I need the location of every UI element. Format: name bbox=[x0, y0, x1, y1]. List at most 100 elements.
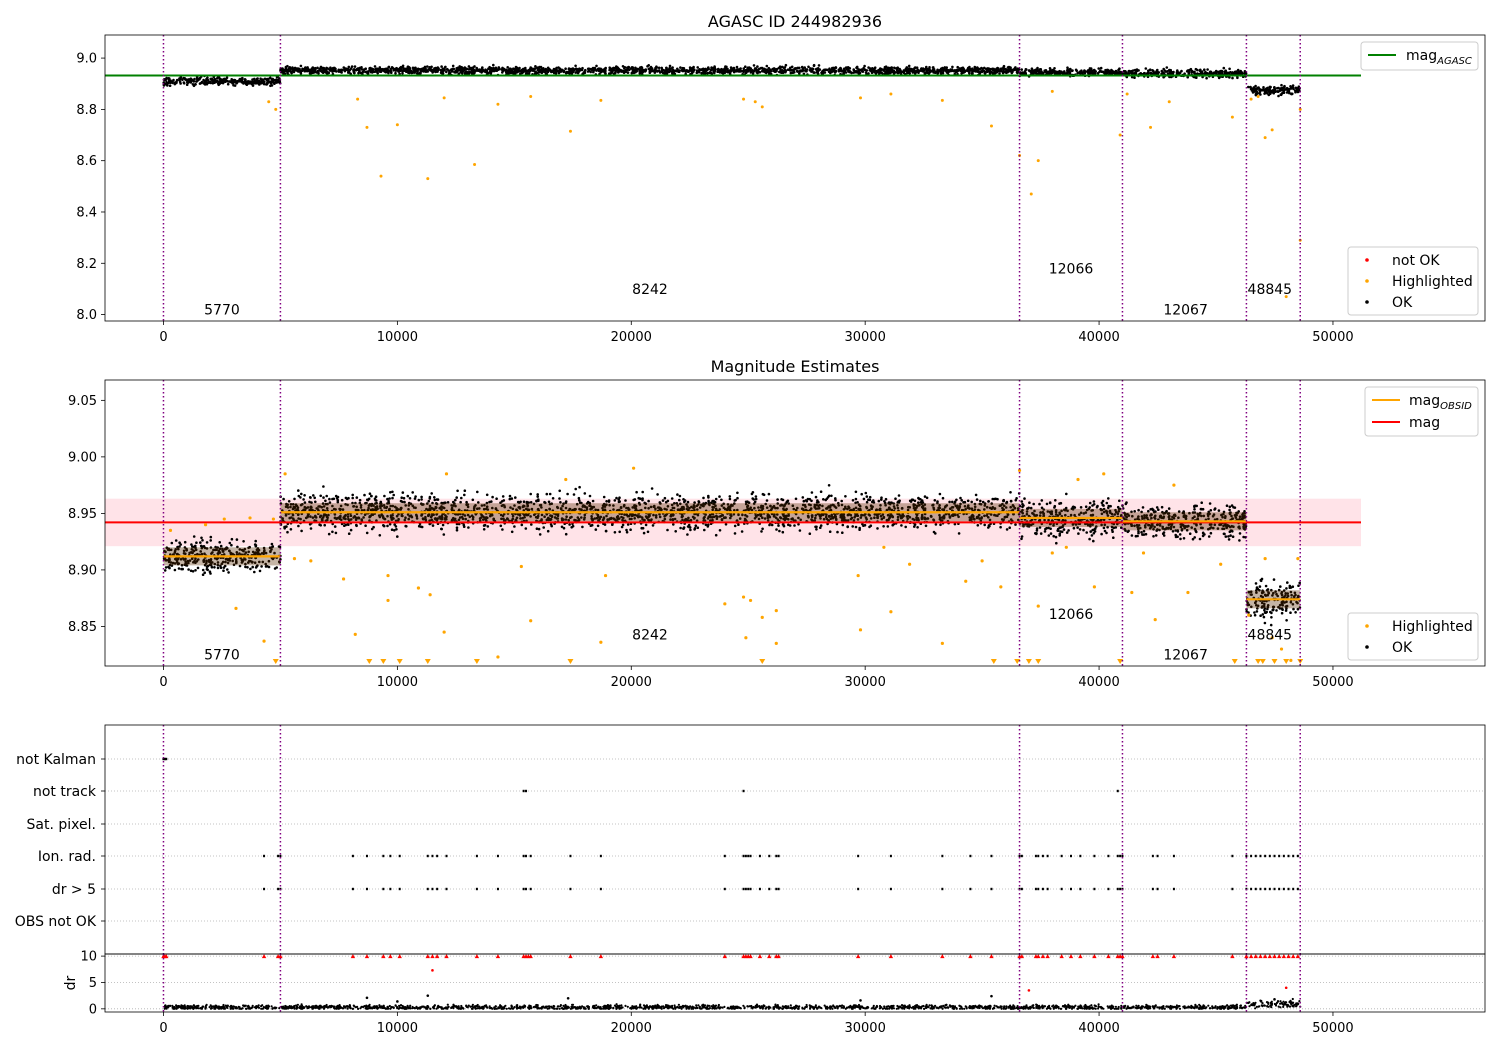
ok-point bbox=[1107, 70, 1111, 73]
ok-point bbox=[625, 530, 629, 534]
ok-point bbox=[1250, 87, 1253, 90]
ok-point bbox=[698, 506, 702, 509]
ok-point bbox=[272, 78, 276, 82]
ok-point bbox=[359, 504, 363, 507]
highlighted-point bbox=[395, 123, 399, 127]
ok-point bbox=[641, 497, 644, 500]
ok-point bbox=[494, 67, 498, 70]
ok-point bbox=[195, 77, 199, 80]
ok-point bbox=[332, 507, 336, 511]
ok-point bbox=[309, 527, 313, 530]
ok-point bbox=[837, 70, 841, 73]
ok-point bbox=[1228, 76, 1231, 79]
ok-point bbox=[537, 527, 541, 531]
ok-point bbox=[843, 67, 846, 70]
ok-point bbox=[453, 502, 456, 505]
ok-point bbox=[761, 516, 764, 519]
ok-point bbox=[1059, 70, 1062, 74]
ok-point bbox=[392, 69, 396, 72]
ok-point bbox=[970, 514, 973, 518]
ok-point bbox=[226, 546, 229, 550]
ok-point bbox=[776, 513, 779, 516]
ok-point bbox=[545, 513, 549, 516]
ok-point bbox=[437, 68, 440, 71]
ok-point bbox=[951, 65, 954, 69]
ok-point bbox=[564, 500, 568, 503]
ok-point bbox=[620, 525, 624, 529]
ok-point bbox=[587, 67, 591, 70]
ok-point bbox=[986, 70, 989, 74]
ok-point bbox=[1070, 69, 1074, 73]
ok-point bbox=[640, 66, 644, 70]
ok-point bbox=[1066, 70, 1069, 74]
ok-point bbox=[187, 568, 190, 571]
ok-point bbox=[401, 491, 405, 494]
ok-point bbox=[328, 501, 332, 504]
ok-point bbox=[688, 66, 692, 69]
ok-point bbox=[407, 504, 411, 507]
ok-point bbox=[533, 67, 537, 70]
ok-point bbox=[173, 568, 177, 572]
ok-point bbox=[1162, 72, 1166, 75]
ok-point bbox=[378, 534, 382, 537]
ok-point bbox=[627, 66, 631, 69]
ok-point bbox=[196, 566, 200, 570]
ok-point bbox=[618, 530, 621, 534]
ok-point bbox=[352, 505, 355, 508]
ok-point bbox=[453, 71, 456, 74]
ok-point bbox=[413, 71, 417, 74]
ok-point bbox=[210, 565, 214, 569]
ok-point bbox=[536, 514, 540, 518]
ok-point bbox=[1289, 92, 1293, 95]
ok-point bbox=[314, 516, 318, 519]
ok-point bbox=[542, 526, 545, 529]
ok-point bbox=[213, 557, 217, 560]
ok-point bbox=[230, 543, 233, 547]
ok-point bbox=[663, 496, 667, 500]
ok-point bbox=[169, 548, 173, 552]
ok-point bbox=[760, 509, 763, 512]
ok-point bbox=[659, 507, 662, 510]
ok-point bbox=[236, 545, 239, 549]
ok-point bbox=[214, 545, 217, 549]
ok-point bbox=[783, 66, 787, 69]
y-tick-label: 9.0 bbox=[76, 52, 97, 67]
ok-point bbox=[1031, 69, 1034, 72]
ok-point bbox=[869, 504, 873, 508]
panel-agasc: AGASC ID 2449829365770824212066120674884… bbox=[76, 12, 1486, 345]
ok-point bbox=[323, 523, 327, 527]
ok-point bbox=[702, 69, 706, 73]
ok-point bbox=[746, 66, 750, 69]
ok-point bbox=[334, 531, 338, 535]
ok-point bbox=[190, 557, 194, 560]
ok-point bbox=[1247, 85, 1250, 89]
ok-point bbox=[309, 70, 312, 73]
ok-point bbox=[450, 70, 453, 73]
ok-point bbox=[253, 561, 257, 564]
ok-point bbox=[840, 503, 844, 507]
ok-point bbox=[300, 492, 303, 496]
ok-point bbox=[339, 504, 343, 508]
ok-point bbox=[696, 526, 700, 529]
ok-point bbox=[411, 504, 415, 508]
ok-point bbox=[761, 66, 764, 70]
ok-point bbox=[558, 497, 561, 500]
ok-point bbox=[776, 518, 780, 521]
ok-point bbox=[235, 551, 239, 554]
ok-point bbox=[189, 569, 193, 573]
ok-point bbox=[867, 72, 870, 75]
ok-point bbox=[652, 513, 655, 517]
ok-point bbox=[180, 563, 184, 567]
ok-point bbox=[571, 70, 575, 74]
ok-point bbox=[811, 67, 814, 70]
ok-point bbox=[896, 70, 899, 73]
ok-point bbox=[400, 496, 404, 500]
ok-point bbox=[570, 526, 573, 529]
ok-point bbox=[957, 515, 960, 519]
ok-point bbox=[545, 492, 549, 496]
highlighted-point bbox=[1118, 133, 1122, 137]
ok-point bbox=[599, 70, 603, 74]
ok-point bbox=[1031, 71, 1035, 75]
ok-point bbox=[491, 506, 494, 510]
ok-point bbox=[741, 69, 745, 73]
